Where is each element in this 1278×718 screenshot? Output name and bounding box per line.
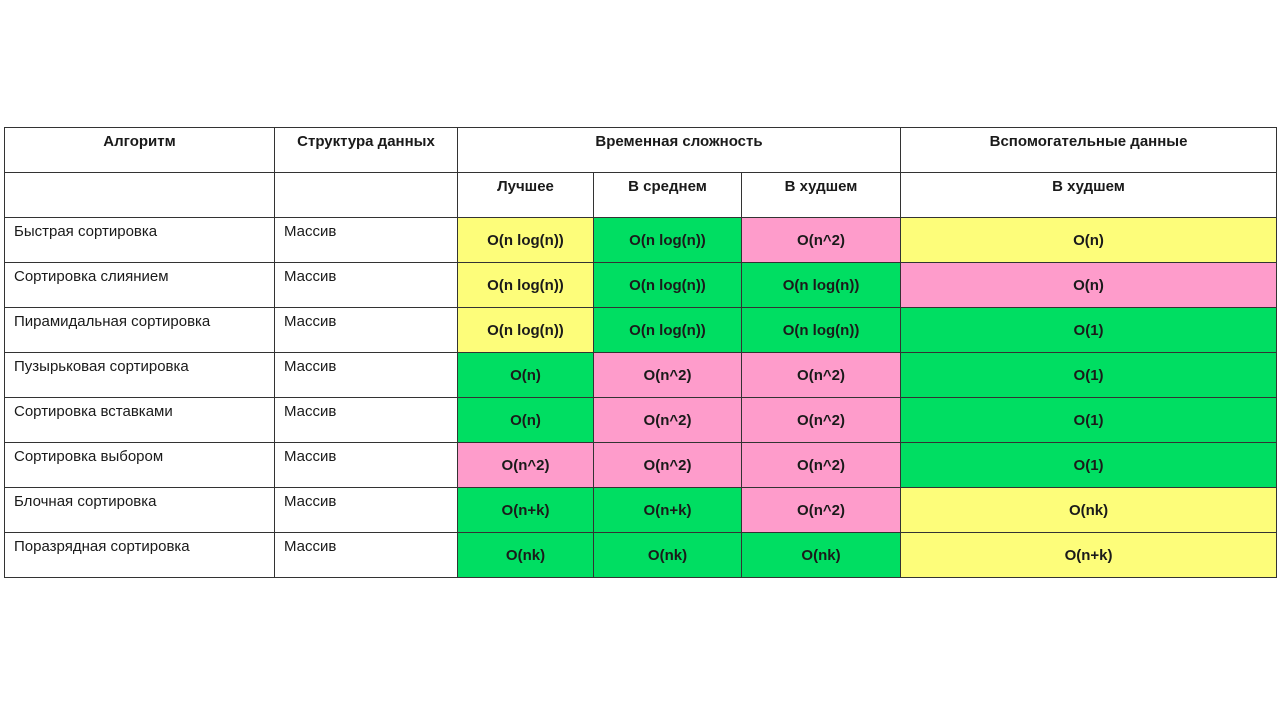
algorithm-name-cell: Поразрядная сортировка (4, 532, 275, 578)
data-structure-cell: Массив (274, 487, 458, 533)
algorithm-name-cell: Блочная сортировка (4, 487, 275, 533)
average-complexity-cell: O(nk) (593, 532, 742, 578)
table-row: Блочная сортировка Массив O(n+k) O(n+k) O(n^… (4, 487, 1278, 533)
header-algorithm: Алгоритм (4, 127, 275, 173)
algorithm-name-cell: Сортировка вставками (4, 397, 275, 443)
algorithm-name-cell: Быстрая сортировка (4, 217, 275, 263)
algorithm-name-cell: Сортировка слиянием (4, 262, 275, 308)
aux-worst-complexity-cell: O(1) (900, 307, 1278, 353)
complexity-table: Алгоритм Структура данных Временная слож… (4, 127, 1278, 578)
header-data-structure: Структура данных (274, 127, 458, 173)
header-empty-structure (274, 172, 458, 218)
worst-complexity-cell: O(n^2) (740, 442, 902, 488)
average-complexity-cell: O(n^2) (593, 352, 742, 398)
algorithm-name-cell: Пузырьковая сортировка (4, 352, 275, 398)
algorithm-name-cell: Пирамидальная сортировка (4, 307, 275, 353)
average-complexity-cell: O(n log(n)) (593, 262, 742, 308)
algorithm-name-cell: Сортировка выбором (4, 442, 275, 488)
data-structure-cell: Массив (274, 307, 458, 353)
aux-worst-complexity-cell: O(nk) (900, 487, 1278, 533)
table-row: Пузырьковая сортировка Массив O(n) O(n^2) O(… (4, 352, 1278, 398)
header-best: Лучшее (457, 172, 594, 218)
aux-worst-complexity-cell: O(n) (900, 217, 1278, 263)
average-complexity-cell: O(n log(n)) (593, 307, 742, 353)
worst-complexity-cell: O(n^2) (740, 397, 902, 443)
header-aux-worst: В худшем (900, 172, 1278, 218)
table-row: Сортировка вставками Массив O(n) O(n^2) O(n^… (4, 397, 1278, 443)
best-complexity-cell: O(n^2) (457, 442, 594, 488)
header-average: В среднем (593, 172, 742, 218)
worst-complexity-cell: O(n^2) (740, 352, 902, 398)
header-time-complexity: Временная сложность (456, 127, 902, 173)
aux-worst-complexity-cell: O(n+k) (900, 532, 1278, 578)
data-structure-cell: Массив (274, 352, 458, 398)
aux-worst-complexity-cell: O(1) (900, 352, 1278, 398)
table-row: Сортировка выбором Массив O(n^2) O(n^2) O(n^… (4, 442, 1278, 488)
worst-complexity-cell: O(n^2) (740, 217, 902, 263)
average-complexity-cell: O(n^2) (593, 397, 742, 443)
average-complexity-cell: O(n^2) (593, 442, 742, 488)
data-structure-cell: Массив (274, 262, 458, 308)
table-row: Сортировка слиянием Массив O(n log(n)) O(n … (4, 262, 1278, 308)
header-row-1: Алгоритм Структура данных Временная слож… (4, 127, 1278, 173)
worst-complexity-cell: O(n log(n)) (740, 307, 902, 353)
header-worst: В худшем (740, 172, 902, 218)
aux-worst-complexity-cell: O(1) (900, 397, 1278, 443)
worst-complexity-cell: O(nk) (740, 532, 902, 578)
table-row: Быстрая сортировка Массив O(n log(n)) O(n l… (4, 217, 1278, 263)
average-complexity-cell: O(n+k) (593, 487, 742, 533)
average-complexity-cell: O(n log(n)) (593, 217, 742, 263)
aux-worst-complexity-cell: O(n) (900, 262, 1278, 308)
data-structure-cell: Массив (274, 532, 458, 578)
data-structure-cell: Массив (274, 397, 458, 443)
header-aux-data: Вспомогательные данные (900, 127, 1278, 173)
best-complexity-cell: O(nk) (457, 532, 594, 578)
best-complexity-cell: O(n log(n)) (457, 217, 594, 263)
table-row: Пирамидальная сортировка Массив O(n log(n)… (4, 307, 1278, 353)
table-row: Поразрядная сортировка Массив O(nk) O(nk) O(… (4, 532, 1278, 578)
header-empty-algorithm (4, 172, 275, 218)
best-complexity-cell: O(n) (457, 397, 594, 443)
worst-complexity-cell: O(n^2) (740, 487, 902, 533)
header-row-2: Лучшее В среднем В худшем В худшем (4, 172, 1278, 218)
best-complexity-cell: O(n log(n)) (457, 262, 594, 308)
data-structure-cell: Массив (274, 442, 458, 488)
best-complexity-cell: O(n+k) (457, 487, 594, 533)
data-structure-cell: Массив (274, 217, 458, 263)
worst-complexity-cell: O(n log(n)) (740, 262, 902, 308)
best-complexity-cell: O(n log(n)) (457, 307, 594, 353)
aux-worst-complexity-cell: O(1) (900, 442, 1278, 488)
best-complexity-cell: O(n) (457, 352, 594, 398)
